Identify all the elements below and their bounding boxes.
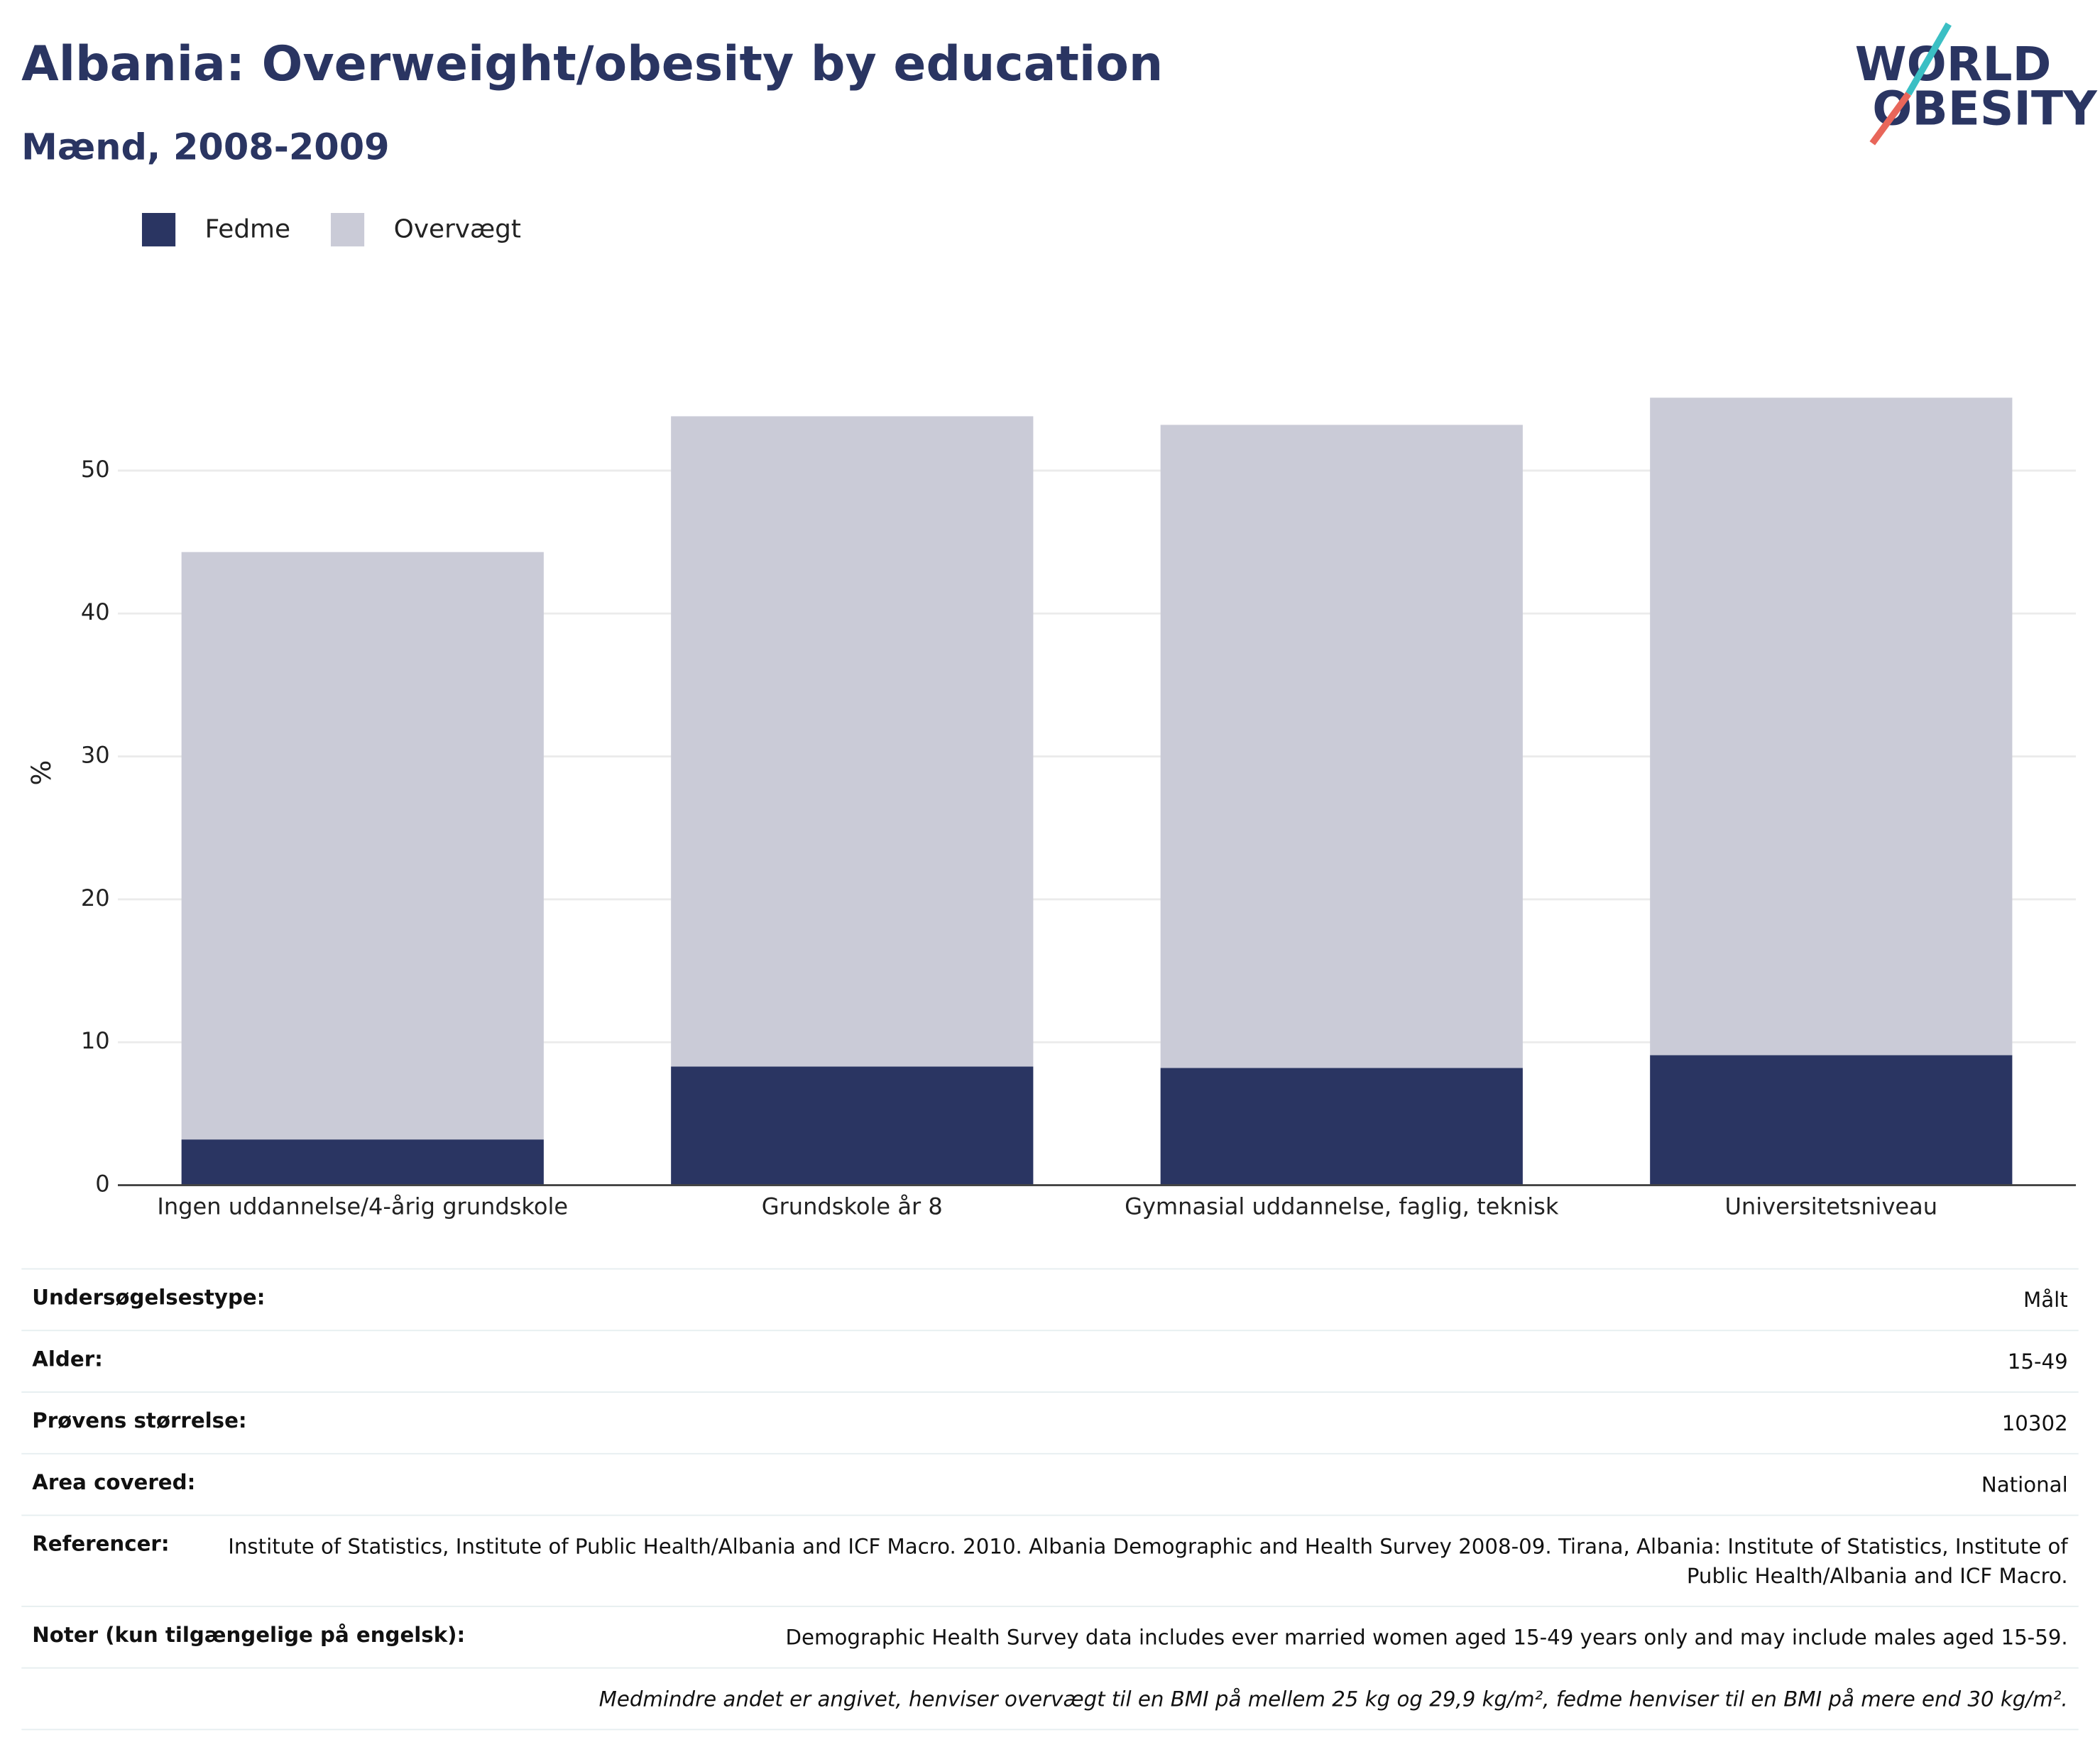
x-tick-label: Grundskole år 8: [762, 1193, 943, 1220]
bar-segment: [1160, 1068, 1523, 1185]
y-tick-label: 30: [81, 742, 110, 769]
x-tick-label: Ingen uddannelse/4-årig grundskole: [157, 1193, 568, 1220]
chart-subtitle: Mænd, 2008-2009: [21, 127, 389, 169]
info-label: Alder:: [32, 1347, 103, 1371]
x-tick-label: Universitetsniveau: [1724, 1193, 1937, 1220]
logo-text: WORLD: [1855, 37, 2052, 92]
info-label: Referencer:: [32, 1532, 170, 1557]
logo-slash: [1869, 92, 1912, 146]
y-axis-label: %: [26, 760, 57, 786]
logo: WORLD OBESITY: [1855, 22, 2098, 146]
bar-segment: [671, 1066, 1034, 1185]
info-table-body: Undersøgelsestype: Målt Alder: 15-49 Prøvens…: [21, 1268, 2079, 1731]
legend-swatch: [141, 212, 176, 247]
info-value: Målt: [2023, 1288, 2068, 1313]
info-label: Area covered:: [32, 1470, 196, 1495]
chart-title: Albania: Overweight/obesity by education: [21, 36, 1163, 92]
info-value: 10302: [2001, 1411, 2068, 1436]
footnote-row: Medmindre andet er angivet, henviser ove…: [21, 1669, 2079, 1731]
info-row: Referencer: Institute of Statistics, Inst…: [21, 1516, 2079, 1607]
footnote: Medmindre andet er angivet, henviser ove…: [598, 1687, 2068, 1712]
info-table: Undersøgelsestype: Målt Alder: 15-49 Prøvens…: [21, 1268, 2079, 1731]
x-tick-label: Gymnasial uddannelse, faglig, teknisk: [1125, 1193, 1559, 1220]
y-tick-label: 50: [81, 456, 110, 483]
legend: Fedme Overvægt: [141, 212, 521, 247]
y-tick-label: 40: [81, 598, 110, 625]
info-value: 15-49: [2007, 1349, 2068, 1374]
bars: Ingen uddannelse/4-årig grundskole Grunds…: [118, 398, 2077, 1220]
info-row: Area covered: National: [21, 1455, 2079, 1516]
info-row: Alder: 15-49: [21, 1331, 2079, 1393]
info-row: Noter (kun tilgængelige på engelsk): Demo…: [21, 1607, 2079, 1669]
legend-swatch: [330, 212, 365, 247]
bar-segment: [1160, 425, 1523, 1068]
info-label: Noter (kun tilgængelige på engelsk):: [32, 1623, 466, 1648]
bar-segment: [671, 416, 1034, 1067]
y-tick-label: 20: [81, 885, 110, 911]
logo-slash: [1905, 22, 1952, 96]
bar-segment: [181, 1139, 544, 1185]
bar-segment: [1650, 1055, 2013, 1185]
bar-segment: [1650, 398, 2013, 1056]
info-row: Prøvens størrelse: 10302: [21, 1393, 2079, 1455]
info-label: Undersøgelsestype:: [32, 1286, 266, 1310]
legend-label: Overvægt: [394, 215, 521, 244]
y-tick-label: 10: [81, 1027, 110, 1054]
info-label: Prøvens størrelse:: [32, 1408, 247, 1433]
logo-text: OBESITY: [1872, 81, 2098, 136]
y-tick-label: 0: [95, 1171, 109, 1198]
bar-segment: [181, 552, 544, 1140]
info-value: Institute of Statistics, Institute of Pu…: [228, 1534, 2068, 1589]
legend-label: Fedme: [205, 215, 290, 244]
info-row: Undersøgelsestype: Målt: [21, 1268, 2079, 1332]
info-value: Demographic Health Survey data includes …: [785, 1626, 2068, 1650]
info-value: National: [1981, 1473, 2068, 1498]
